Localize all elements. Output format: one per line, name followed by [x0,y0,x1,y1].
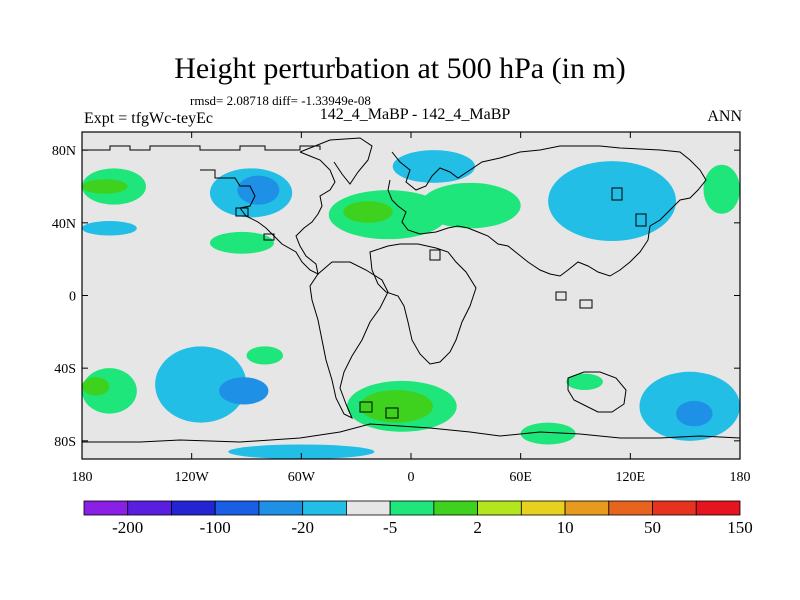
contour-region-green-n-pacific-core [82,179,128,194]
season-label: ANN [707,108,742,125]
coastline-australia [567,371,627,413]
y-tick-label: 80S [54,435,76,450]
colorbar-swatch [564,500,610,516]
contour-region-green-s-atlantic-small [246,346,284,365]
coastline-south-america [309,261,389,420]
colorbar-label: 50 [644,518,661,537]
contour-region-green-s-atlantic-core [359,389,433,423]
colorbar-swatch [433,500,479,516]
x-tick-label: 180 [730,470,751,485]
x-tick-label: 120E [616,470,646,485]
colorbar-swatch [520,500,566,516]
y-tick-label: 40S [54,362,76,377]
contour-region-blue-s-pacific-core [219,377,269,405]
rmsd-stats-label: rmsd= 2.08718 diff= -1.33949e-08 [190,93,371,108]
colorbar-swatch [83,500,129,516]
x-tick-label: 60W [288,470,316,485]
contour-region-green-s-indian-south [520,422,576,445]
colorbar-swatch [695,500,741,516]
colorbar-swatch [127,500,172,516]
colorbar-label: -5 [383,518,397,537]
colorbar-swatch [171,500,216,516]
colorbar-label: 150 [727,518,753,537]
coastline-north-america [82,145,336,275]
contour-region-cyan-n-asia-pacific [548,161,677,242]
contour-region-green-s-indian-small [566,373,603,390]
chart-title: Height perturbation at 500 hPa (in m) [174,52,626,85]
x-tick-label: 60E [509,470,532,485]
contour-region-cyan-antarctic-strip [228,444,375,459]
x-tick-label: 120W [175,470,210,485]
colorbar-label: -200 [112,518,143,537]
colorbar-swatch [652,500,697,516]
contour-region-blue-s-indian-core [676,400,713,427]
x-tick-label: 0 [408,470,415,485]
contour-region-green-atlantic-core [343,201,393,223]
contour-region-green-mid-atlantic [209,231,274,254]
y-tick-label: 0 [69,290,76,305]
colorbar-label: -100 [200,518,231,537]
colorbar-label: 2 [473,518,482,537]
coastline-africa [369,243,477,365]
colorbar-label: 10 [557,518,574,537]
x-tick-label: 180 [72,470,93,485]
contour-region-cyan-n-pacific-south [82,221,137,236]
contour-region-green-s-pacific-core [82,377,110,396]
contour-region-cyan-s-pacific [155,346,247,423]
colorbar-swatch [608,500,653,516]
colorbar-swatch [302,500,347,516]
coastline-eurasia [387,145,707,277]
coastline-antarctica [82,423,740,443]
colorbar-label: -20 [291,518,314,537]
y-tick-label: 80N [52,144,76,159]
coastline-greenland [299,137,373,185]
case-comparison-label: 142_4_MaBP - 142_4_MaBP [319,106,511,123]
colorbar-swatch [389,500,435,516]
contour-region-blue-n-america-core [237,175,280,205]
y-tick-label: 40N [52,217,76,232]
colorbar-swatch [345,500,391,516]
colorbar-swatch [477,500,522,516]
colorbar-swatch [214,500,260,516]
contour-region-green-ne-pacific [703,164,740,214]
contour-region-green-asia [420,182,521,229]
coastline-islands [235,187,647,419]
experiment-label: Expt = tfgWc-teyEc [84,110,213,127]
colorbar-swatch [258,500,304,516]
